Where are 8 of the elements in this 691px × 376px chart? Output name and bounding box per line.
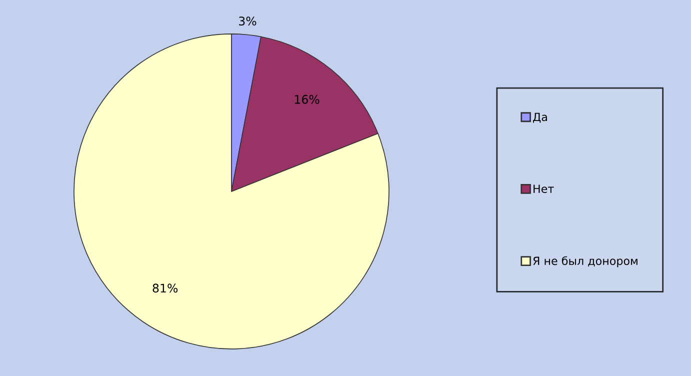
legend-label: Я не был донором bbox=[533, 256, 638, 268]
legend-label: Нет bbox=[534, 184, 554, 194]
legend-label: Да bbox=[533, 112, 547, 123]
data-label: 81% bbox=[152, 284, 178, 293]
pie-slice bbox=[74, 34, 390, 350]
pie-slice bbox=[231, 36, 378, 192]
data-label: 3% bbox=[239, 16, 256, 26]
data-label: 16% bbox=[294, 94, 320, 104]
